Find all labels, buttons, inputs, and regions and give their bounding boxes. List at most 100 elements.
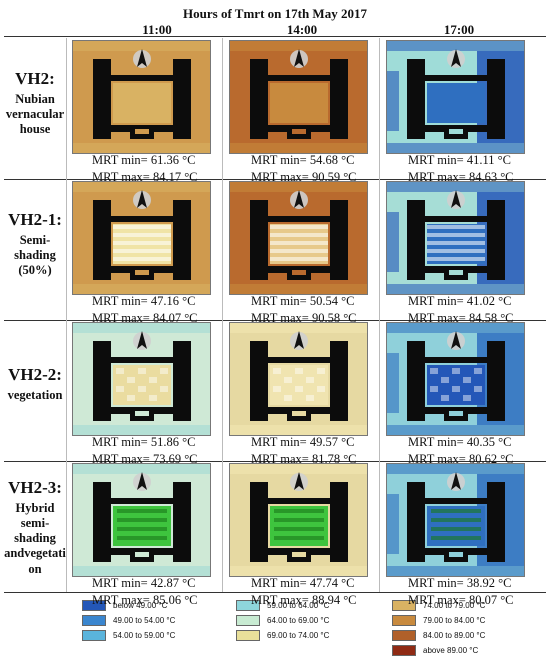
figure-title: Hours of Tmrt on 17th May 2017	[183, 6, 367, 21]
mrt-min-line: MRT min= 49.57 °C	[251, 434, 411, 451]
mrt-readout: MRT min= 41.11 °C MRT max= 84.63 °C	[408, 152, 550, 186]
legend-column: below 49.00 °C 49.00 to 54.00 °C 54.00 to …	[82, 598, 175, 643]
north-arrow-icon	[133, 331, 151, 350]
scenario-description-line: vegetation	[7, 387, 63, 402]
shading-strip	[113, 257, 171, 261]
column-divider	[379, 38, 380, 592]
mrt-unit: °C	[494, 294, 512, 308]
mrt-unit: °C	[178, 294, 196, 308]
scenario-description-line: Semi-	[19, 232, 51, 247]
map-edge-zone	[73, 323, 210, 333]
building-roof-bar	[268, 216, 330, 222]
legend-label: above 89.00 °C	[423, 646, 479, 655]
shading-strip	[427, 233, 485, 237]
mrt-max-line: MRT max= 88.94 °C	[251, 592, 411, 609]
courtyard	[113, 83, 171, 123]
tmrt-map-graphic	[73, 182, 210, 294]
scenario-label: VH2-1: Semi-shading (50%)	[4, 210, 66, 278]
building-wing-right	[487, 482, 505, 562]
tmrt-map-graphic	[73, 41, 210, 153]
vegetation-patch	[138, 368, 146, 374]
mrt-min-line: MRT min= 61.36 °C	[92, 152, 252, 169]
mrt-max-value: 73.69	[152, 452, 182, 466]
shading-strip	[113, 241, 171, 245]
hybrid-strip	[117, 509, 167, 513]
mrt-unit: °C	[181, 593, 198, 607]
mrt-max-value: 85.06	[152, 593, 182, 607]
vegetation-patch	[441, 377, 449, 383]
mrt-max-value: 90.58	[311, 311, 341, 325]
north-arrow-icon	[447, 331, 465, 350]
mrt-max-line: MRT max= 84.17 °C	[92, 169, 252, 186]
mrt-min-label: MRT min=	[92, 435, 151, 449]
mrt-max-label: MRT max=	[92, 593, 153, 607]
shading-strip	[427, 249, 485, 253]
mrt-readout: MRT min= 51.86 °C MRT max= 73.69 °C	[92, 434, 252, 468]
courtyard	[270, 224, 328, 264]
building-roof-bar	[425, 216, 487, 222]
mrt-unit: °C	[181, 311, 198, 325]
shading-strip	[113, 233, 171, 237]
mrt-min-value: 47.16	[150, 294, 179, 308]
tmrt-map	[72, 463, 211, 577]
building-wing-right	[173, 482, 191, 562]
mrt-unit: °C	[181, 452, 198, 466]
building-wing-right	[487, 59, 505, 139]
entrance-gap	[292, 129, 306, 134]
vegetation-patch	[430, 368, 438, 374]
mrt-max-line: MRT max= 81.78 °C	[251, 451, 411, 468]
tmrt-map-graphic	[387, 182, 524, 294]
scenario-description-line: andvegetati	[4, 546, 66, 561]
building-wing-left	[407, 200, 425, 280]
legend-item: 64.00 to 69.00 °C	[236, 613, 329, 628]
shading-strip	[270, 257, 328, 261]
mrt-min-label: MRT min=	[251, 153, 310, 167]
mrt-min-line: MRT min= 50.54 °C	[251, 293, 411, 310]
mrt-max-label: MRT max=	[92, 311, 153, 325]
legend-label: 69.00 to 74.00 °C	[267, 631, 330, 640]
vegetation-patch	[306, 395, 314, 401]
mrt-unit: °C	[178, 435, 196, 449]
courtyard	[113, 365, 171, 405]
mrt-unit: °C	[340, 593, 357, 607]
map-edge-zone	[230, 41, 367, 51]
map-edge-zone	[230, 425, 367, 435]
mrt-max-line: MRT max= 85.06 °C	[92, 592, 252, 609]
entrance-gap	[135, 270, 149, 275]
entrance-gap	[449, 129, 463, 134]
tmrt-map-graphic	[230, 41, 367, 153]
legend-swatch	[392, 630, 416, 641]
north-arrow-icon	[447, 190, 465, 209]
mrt-unit: °C	[340, 452, 357, 466]
shading-strip	[270, 225, 328, 229]
mrt-readout: MRT min= 61.36 °C MRT max= 84.17 °C	[92, 152, 252, 186]
entrance-gap	[135, 411, 149, 416]
mrt-max-label: MRT max=	[92, 170, 153, 184]
vegetation-patch	[295, 368, 303, 374]
courtyard	[270, 506, 328, 546]
mrt-unit: °C	[494, 435, 512, 449]
entrance-gap	[292, 411, 306, 416]
hybrid-strip	[431, 509, 481, 513]
mrt-unit: °C	[497, 593, 514, 607]
map-edge-zone	[387, 323, 524, 333]
building-wing-right	[487, 341, 505, 421]
mrt-min-value: 54.68	[309, 153, 338, 167]
map-edge-zone	[230, 323, 367, 333]
north-arrow-icon	[290, 49, 308, 68]
scenario-label: VH2-2: vegetation	[4, 365, 66, 403]
mrt-min-label: MRT min=	[251, 294, 310, 308]
courtyard	[427, 506, 485, 546]
entrance-gap	[135, 129, 149, 134]
legend-label: 49.00 to 54.00 °C	[113, 616, 176, 625]
map-edge-zone	[230, 464, 367, 474]
map-shadow-zone	[387, 212, 399, 272]
vegetation-patch	[452, 386, 460, 392]
building-wing-right	[330, 200, 348, 280]
legend-swatch	[82, 630, 106, 641]
mrt-min-label: MRT min=	[92, 294, 151, 308]
mrt-min-value: 40.35	[466, 435, 495, 449]
mrt-min-value: 41.02	[466, 294, 495, 308]
mrt-min-line: MRT min= 51.86 °C	[92, 434, 252, 451]
